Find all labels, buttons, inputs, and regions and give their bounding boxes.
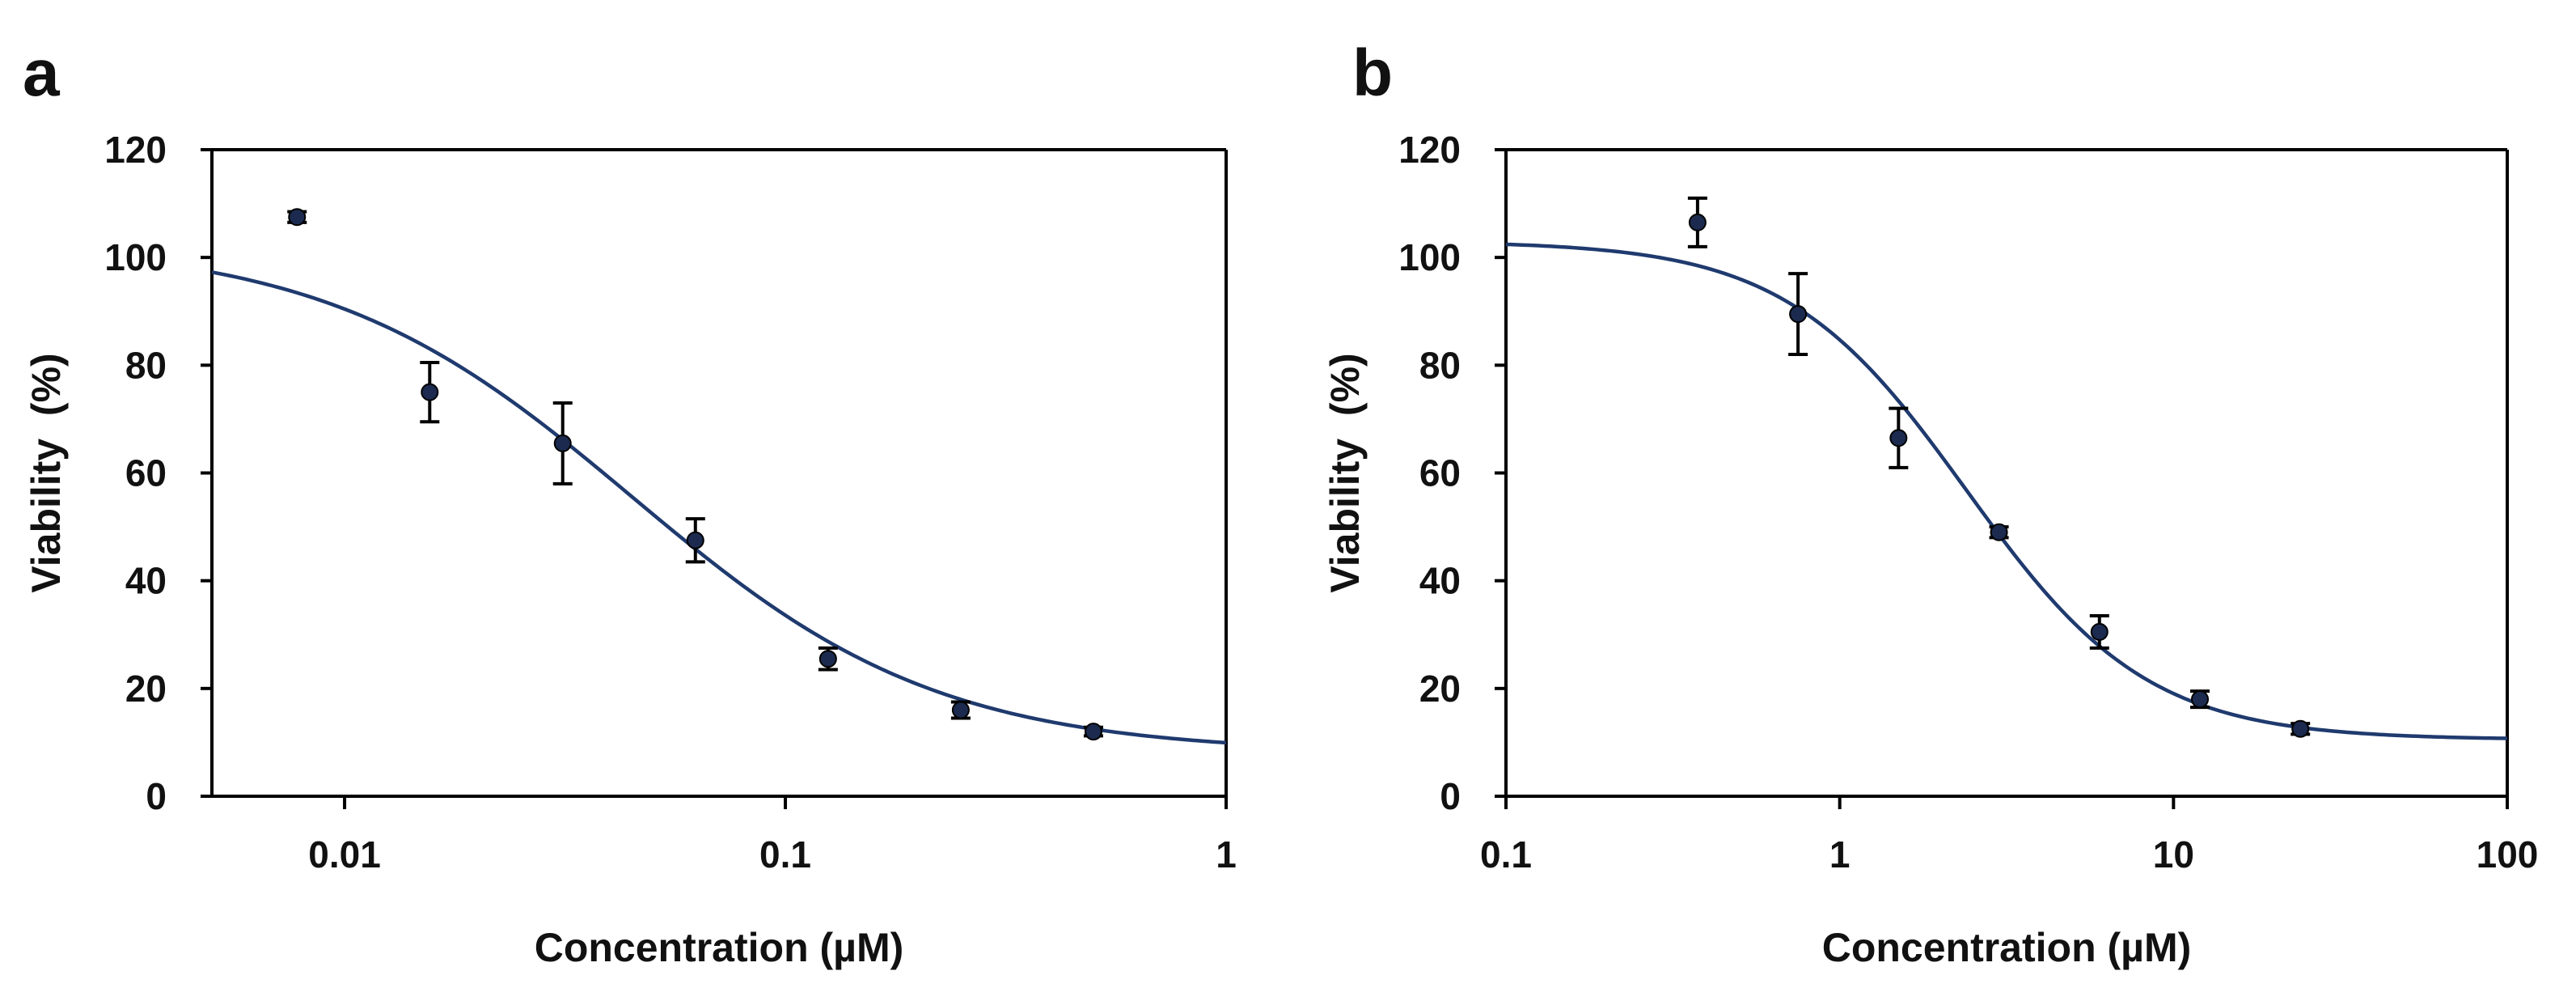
- x-tick-label: 0.1: [1480, 833, 1532, 876]
- y-axis-title: Viability (%): [23, 353, 69, 592]
- data-point: [288, 208, 307, 227]
- panel-label: b: [1352, 36, 1393, 110]
- panel-b: b 0 20 40 60 80 100 120 0.1 1 10 100 Concentration (…: [1322, 36, 2538, 970]
- x-tick-label: 0.01: [308, 833, 381, 876]
- y-tick-label: 100: [104, 236, 167, 278]
- fit-curve: [211, 270, 1227, 745]
- y-tick-label: 60: [125, 452, 167, 494]
- x-axis-title: Concentration (µM): [535, 925, 904, 970]
- data-point: [686, 531, 704, 549]
- y-tick-label: 60: [1419, 452, 1461, 494]
- data-point: [421, 383, 439, 401]
- x-tick-label: 100: [2477, 833, 2539, 876]
- y-tick-label: 100: [1398, 236, 1461, 278]
- y-tick-label: 120: [1398, 129, 1461, 171]
- x-tick-label: 1: [1216, 833, 1237, 876]
- data-point: [553, 434, 572, 452]
- panel-label: a: [23, 36, 61, 110]
- y-tick-label: 0: [146, 775, 167, 817]
- y-tick-label: 0: [1440, 775, 1461, 817]
- data-point: [2090, 622, 2109, 641]
- y-tick-label: 80: [125, 344, 167, 386]
- data-point: [1688, 213, 1707, 231]
- data-point: [1990, 523, 2008, 541]
- data-point: [1789, 305, 1808, 324]
- y-tick-label: 80: [1419, 344, 1461, 386]
- y-tick-label: 40: [1419, 560, 1461, 602]
- data-point: [2191, 690, 2210, 709]
- data-point: [951, 701, 970, 719]
- x-tick-label: 10: [2153, 833, 2194, 876]
- data-point: [2291, 719, 2310, 738]
- y-tick-label: 20: [1419, 668, 1461, 710]
- x-tick-label: 0.1: [759, 833, 811, 876]
- data-point: [1889, 429, 1908, 447]
- data-point: [1084, 723, 1102, 741]
- panel-a: a 0 20 40 60 80 100 120 0.01 0.1 1 Concentration (µ…: [23, 36, 1237, 970]
- y-axis-title: Viability (%): [1322, 353, 1368, 592]
- y-tick-label: 120: [104, 129, 167, 171]
- fit-curve: [1505, 242, 2508, 740]
- x-tick-label: 1: [1829, 833, 1851, 876]
- data-point: [818, 650, 837, 668]
- y-tick-label: 20: [125, 668, 167, 710]
- x-axis-title: Concentration (µM): [1822, 925, 2192, 970]
- y-tick-label: 40: [125, 560, 167, 602]
